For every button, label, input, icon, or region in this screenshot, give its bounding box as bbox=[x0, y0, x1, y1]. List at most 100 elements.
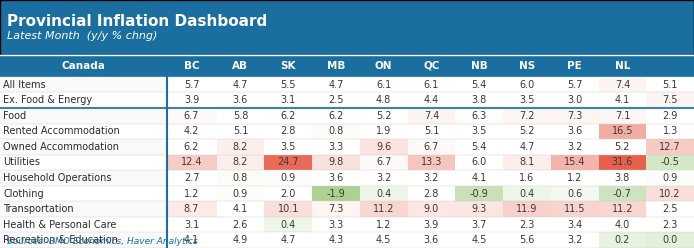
Text: 2.7: 2.7 bbox=[184, 173, 199, 183]
Bar bbox=[359, 108, 407, 124]
Bar bbox=[598, 93, 646, 108]
Bar bbox=[503, 201, 551, 217]
Text: Recreation & Education: Recreation & Education bbox=[3, 235, 119, 245]
Text: 11.2: 11.2 bbox=[373, 204, 394, 214]
Bar bbox=[217, 186, 264, 201]
Text: 3.2: 3.2 bbox=[567, 142, 582, 152]
Text: 0.4: 0.4 bbox=[519, 188, 534, 199]
Bar bbox=[503, 170, 551, 186]
Text: 6.7: 6.7 bbox=[184, 111, 199, 121]
Bar bbox=[312, 217, 359, 232]
Text: 0.6: 0.6 bbox=[567, 188, 582, 199]
Text: 4.7: 4.7 bbox=[232, 80, 248, 90]
Text: 4.1: 4.1 bbox=[615, 95, 630, 105]
Text: 15.4: 15.4 bbox=[564, 157, 585, 167]
Text: 3.3: 3.3 bbox=[328, 142, 344, 152]
Text: Utilities: Utilities bbox=[3, 157, 40, 167]
Text: 9.3: 9.3 bbox=[471, 204, 486, 214]
Bar bbox=[359, 232, 407, 248]
Bar bbox=[598, 201, 646, 217]
Bar bbox=[264, 186, 312, 201]
Bar bbox=[646, 232, 694, 248]
Text: 0.0: 0.0 bbox=[663, 235, 678, 245]
Text: 3.2: 3.2 bbox=[424, 173, 439, 183]
Text: 6.7: 6.7 bbox=[424, 142, 439, 152]
Bar bbox=[646, 77, 694, 93]
Bar bbox=[217, 108, 264, 124]
Text: -0.7: -0.7 bbox=[613, 188, 632, 199]
Bar bbox=[0, 77, 694, 93]
Bar bbox=[646, 217, 694, 232]
Bar bbox=[551, 108, 598, 124]
Text: Sources: BMO Economics, Haver Analytics: Sources: BMO Economics, Haver Analytics bbox=[7, 237, 198, 246]
Text: BC: BC bbox=[184, 61, 199, 71]
Text: 2.8: 2.8 bbox=[280, 126, 296, 136]
Text: 3.6: 3.6 bbox=[328, 173, 344, 183]
Text: 3.9: 3.9 bbox=[184, 95, 199, 105]
Bar bbox=[551, 170, 598, 186]
Text: 4.9: 4.9 bbox=[232, 235, 248, 245]
Text: 5.2: 5.2 bbox=[519, 126, 534, 136]
Bar bbox=[455, 232, 503, 248]
Text: 0.9: 0.9 bbox=[663, 173, 678, 183]
Text: 7.3: 7.3 bbox=[567, 111, 582, 121]
Bar bbox=[503, 139, 551, 155]
Bar bbox=[598, 217, 646, 232]
Text: 5.4: 5.4 bbox=[471, 142, 486, 152]
Text: 4.2: 4.2 bbox=[184, 126, 199, 136]
Text: Rented Accommodation: Rented Accommodation bbox=[3, 126, 120, 136]
Text: 6.2: 6.2 bbox=[328, 111, 344, 121]
Text: 4.3: 4.3 bbox=[328, 235, 344, 245]
Text: 0.9: 0.9 bbox=[280, 173, 296, 183]
Bar bbox=[312, 124, 359, 139]
Bar bbox=[167, 155, 217, 170]
Text: 1.2: 1.2 bbox=[376, 220, 391, 230]
Bar bbox=[0, 55, 694, 77]
Bar bbox=[217, 155, 264, 170]
Bar bbox=[646, 170, 694, 186]
Bar bbox=[503, 108, 551, 124]
Text: 31.6: 31.6 bbox=[611, 157, 633, 167]
Bar bbox=[217, 77, 264, 93]
Text: 4.7: 4.7 bbox=[328, 80, 344, 90]
Bar bbox=[0, 217, 694, 232]
Bar bbox=[359, 124, 407, 139]
Text: 5.4: 5.4 bbox=[471, 80, 486, 90]
Text: 3.9: 3.9 bbox=[424, 220, 439, 230]
Text: Ex. Food & Energy: Ex. Food & Energy bbox=[3, 95, 92, 105]
Text: 3.1: 3.1 bbox=[280, 95, 296, 105]
Bar bbox=[455, 217, 503, 232]
Text: 4.8: 4.8 bbox=[376, 95, 391, 105]
Bar bbox=[503, 186, 551, 201]
Bar bbox=[455, 93, 503, 108]
Bar bbox=[312, 108, 359, 124]
Bar bbox=[503, 232, 551, 248]
Text: 5.7: 5.7 bbox=[184, 80, 199, 90]
Text: 5.6: 5.6 bbox=[519, 235, 534, 245]
Text: -0.5: -0.5 bbox=[661, 157, 679, 167]
Bar bbox=[598, 186, 646, 201]
Text: 1.3: 1.3 bbox=[663, 126, 678, 136]
Bar bbox=[455, 124, 503, 139]
Text: 3.5: 3.5 bbox=[280, 142, 296, 152]
Bar bbox=[598, 232, 646, 248]
Text: 5.7: 5.7 bbox=[567, 80, 582, 90]
Bar bbox=[217, 124, 264, 139]
Bar bbox=[0, 124, 694, 139]
Bar bbox=[646, 186, 694, 201]
Text: 5.2: 5.2 bbox=[376, 111, 391, 121]
Text: 8.1: 8.1 bbox=[519, 157, 534, 167]
Text: 6.1: 6.1 bbox=[376, 80, 391, 90]
Text: 4.4: 4.4 bbox=[424, 95, 439, 105]
Text: Owned Accommodation: Owned Accommodation bbox=[3, 142, 119, 152]
Text: 0.4: 0.4 bbox=[376, 188, 391, 199]
Text: 4.1: 4.1 bbox=[471, 173, 486, 183]
Bar bbox=[598, 77, 646, 93]
Bar bbox=[646, 139, 694, 155]
Text: 3.4: 3.4 bbox=[567, 220, 582, 230]
Bar bbox=[167, 232, 217, 248]
Text: 5.1: 5.1 bbox=[232, 126, 248, 136]
Bar bbox=[264, 232, 312, 248]
Bar bbox=[312, 170, 359, 186]
Bar bbox=[551, 77, 598, 93]
